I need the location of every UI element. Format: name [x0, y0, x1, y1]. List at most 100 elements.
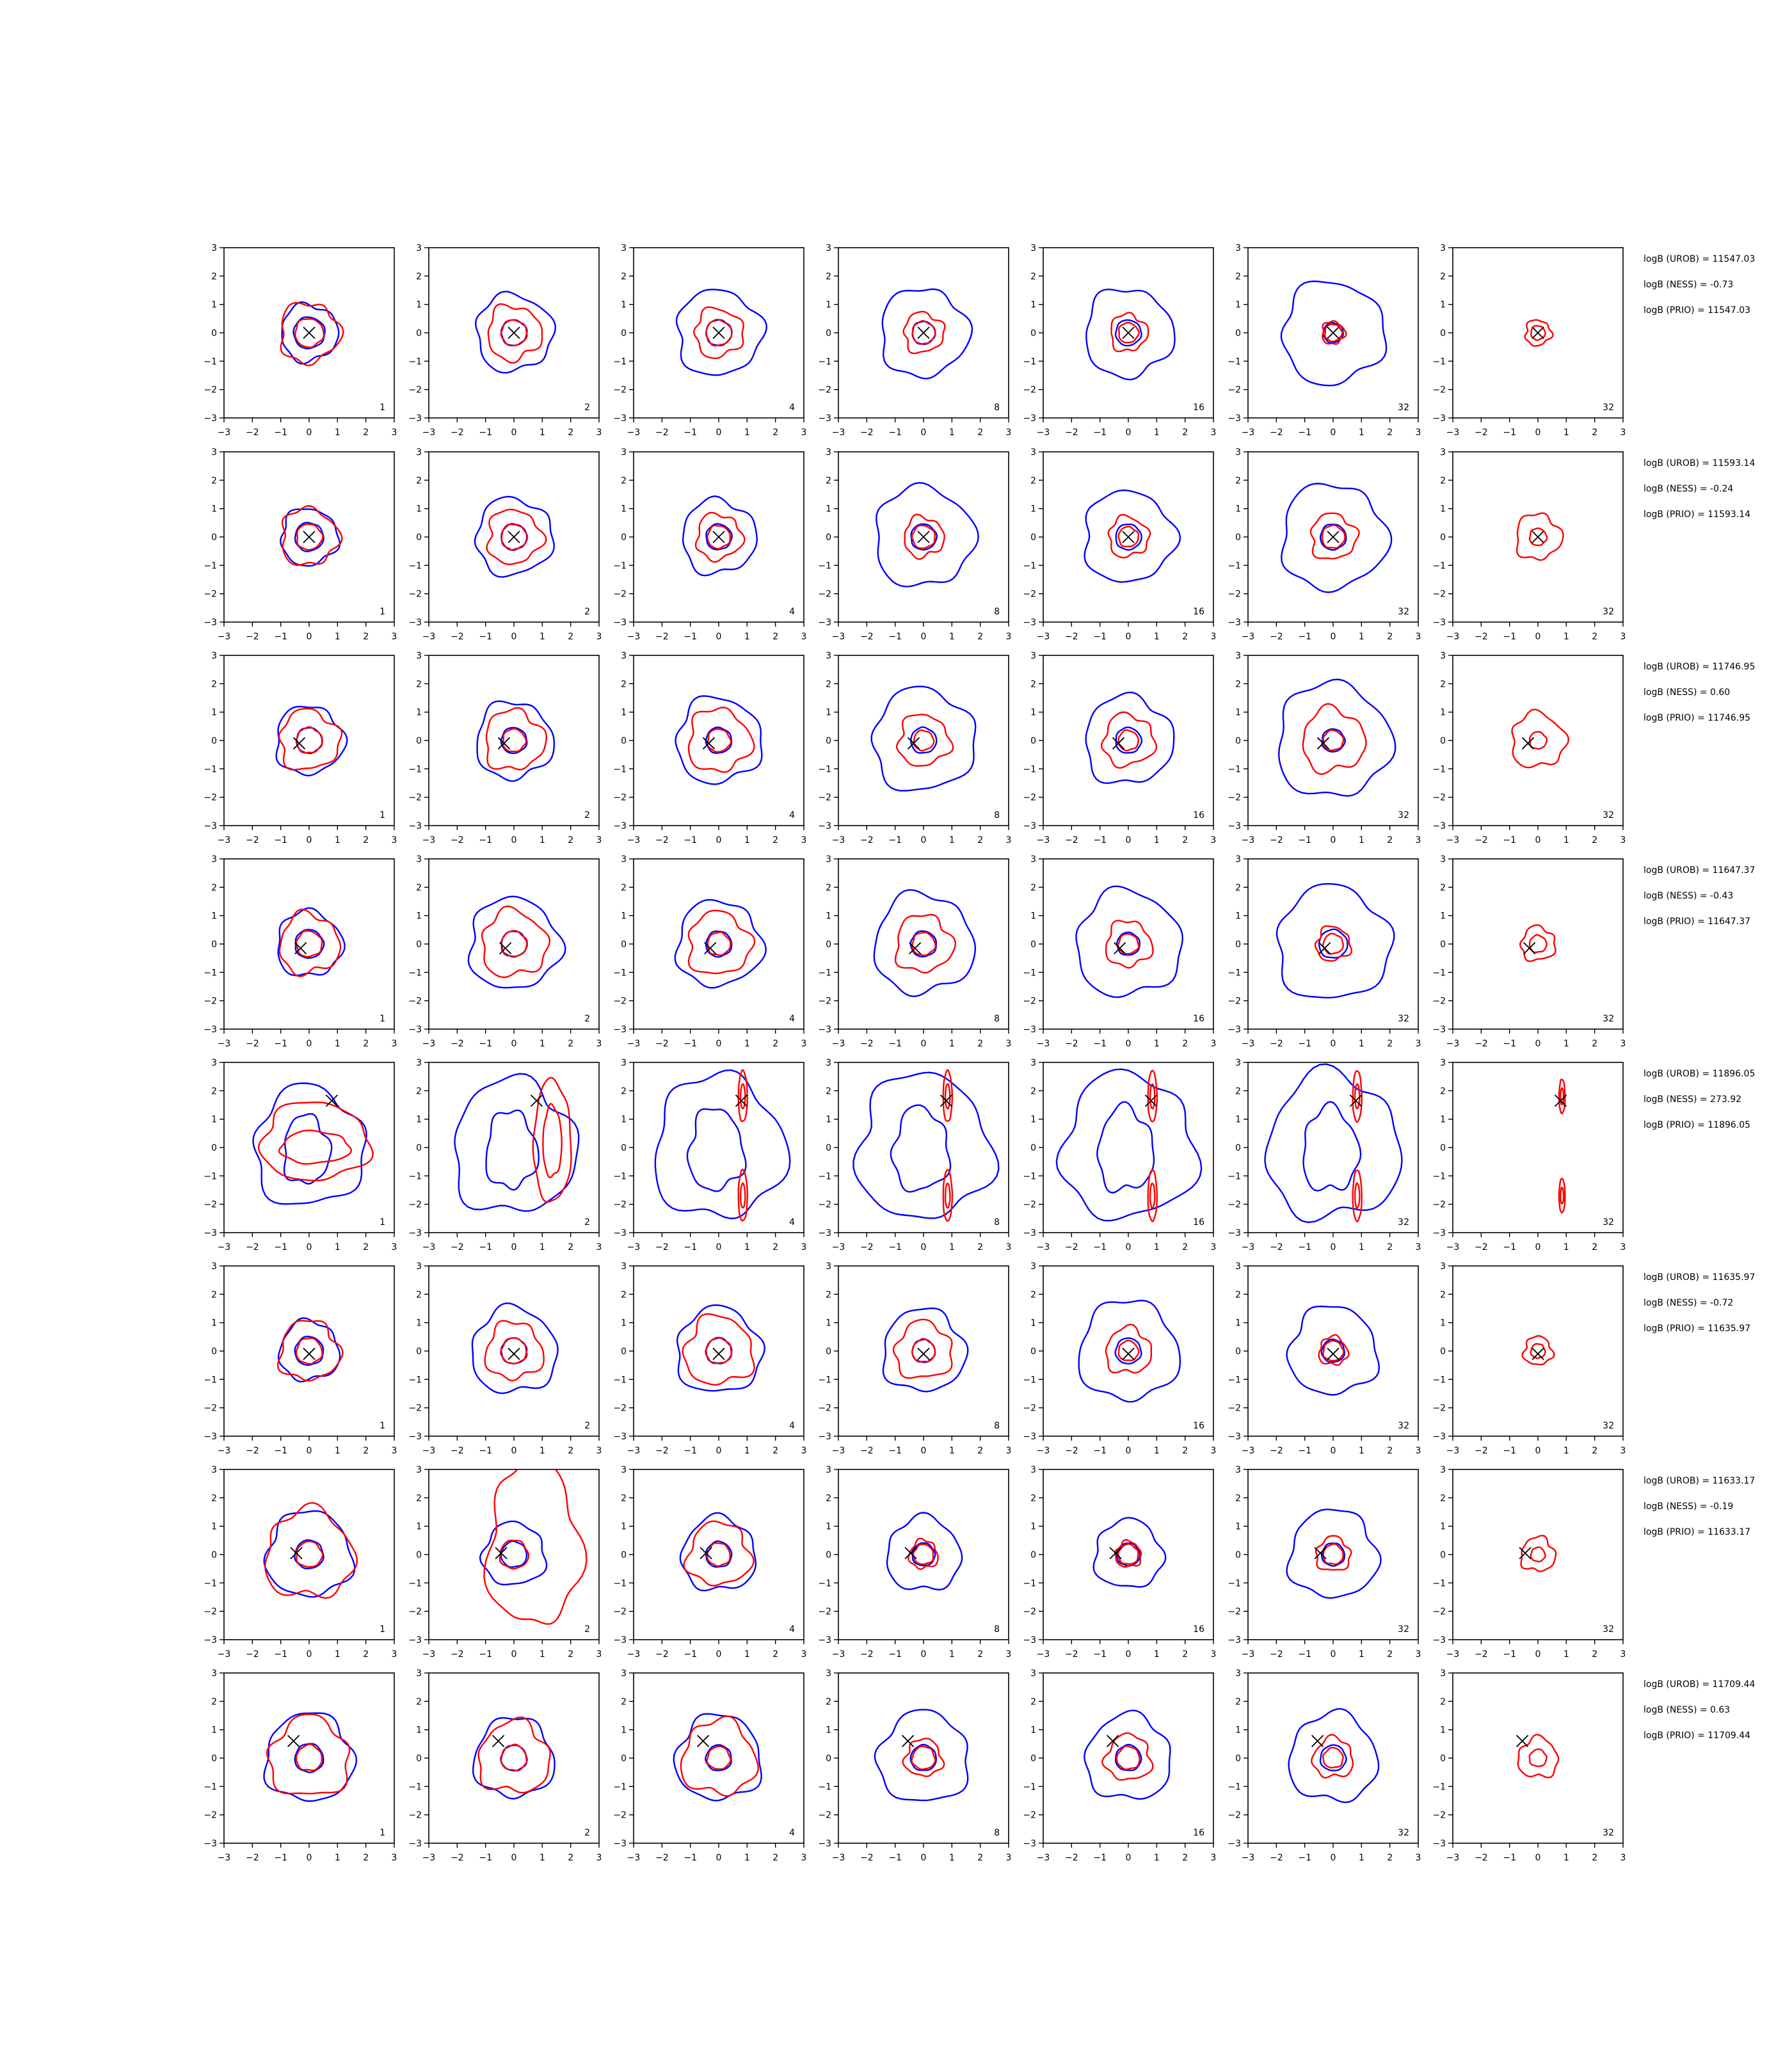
y-tick-label: 3: [1235, 1261, 1241, 1272]
x-tick-label: 1: [1154, 632, 1160, 642]
y-tick-label: 2: [1030, 883, 1036, 893]
panel-label: 2: [584, 403, 590, 413]
y-tick-label: −2: [1023, 589, 1036, 600]
y-tick-label: 1: [211, 300, 217, 310]
x-tick-label: −3: [218, 1242, 231, 1252]
axes-frame: [838, 1265, 1009, 1437]
row-annotation: logB (UROB) = 11746.95: [1644, 662, 1755, 672]
y-tick-label: 2: [1030, 1493, 1036, 1503]
x-tick-label: 0: [921, 1853, 927, 1863]
x-tick-label: 3: [596, 428, 602, 438]
x-tick-label: 3: [1006, 1242, 1012, 1252]
y-tick-label: −2: [1228, 996, 1241, 1007]
y-tick-label: −1: [1228, 1782, 1241, 1792]
x-tick-label: −1: [1298, 1853, 1311, 1863]
panel-label: 16: [1193, 1014, 1204, 1024]
blue-contour-outer: [281, 301, 340, 365]
plot-area: [1264, 1063, 1403, 1224]
red-contour-outer: [904, 513, 945, 560]
x-tick-label: 0: [716, 1446, 722, 1456]
y-tick-label: 2: [211, 883, 217, 893]
x-marker: [294, 942, 307, 955]
red-contour-outer: [1521, 1335, 1555, 1366]
subplot-r4-c5: −3−3 −2 −2 −1 −1 0 0 1 1 2 2 3 3 16: [1023, 854, 1216, 1049]
x-tick-label: 0: [1331, 1446, 1336, 1456]
y-tick-label: −3: [204, 821, 217, 831]
y-tick-label: 3: [621, 1058, 627, 1068]
y-tick-label: 1: [1030, 911, 1036, 922]
x-tick-label: 2: [568, 835, 573, 845]
x-tick-label: 2: [1182, 1446, 1188, 1456]
plot-area: [1288, 1708, 1380, 1804]
red-contour-outer: [693, 306, 745, 360]
panel-label: 32: [1398, 810, 1409, 820]
y-tick-label: 2: [1440, 679, 1446, 689]
x-tick-label: 1: [1154, 835, 1160, 845]
x-tick-label: 2: [363, 632, 369, 642]
y-tick-label: −1: [204, 1375, 217, 1385]
axes-frame: [1452, 858, 1624, 1030]
y-tick-label: −3: [408, 1635, 422, 1645]
y-tick-label: −2: [1432, 996, 1446, 1007]
x-tick-label: −3: [422, 428, 436, 438]
y-tick-label: −1: [1023, 356, 1036, 367]
y-tick-label: −2: [1023, 996, 1036, 1007]
red-contour-inner: [1530, 1546, 1546, 1563]
red-contour-outer: [484, 1320, 545, 1382]
x-marker: [508, 531, 520, 543]
plot-area: [1075, 885, 1184, 998]
x-tick-label: 0: [1331, 1039, 1336, 1049]
x-tick-label: −2: [1270, 1853, 1283, 1863]
red-contour-outer: [477, 1716, 551, 1794]
subplot-r2-c6: −3−3 −2 −2 −1 −1 0 0 1 1 2 2 3 3 32: [1228, 447, 1421, 642]
x-tick-label: 0: [1535, 835, 1541, 845]
x-tick-label: 0: [1535, 1853, 1541, 1863]
y-tick-label: 2: [826, 1290, 831, 1300]
y-tick-label: −1: [408, 1782, 422, 1792]
x-marker: [508, 1347, 520, 1361]
y-tick-label: 2: [1235, 883, 1241, 893]
x-tick-label: 0: [1126, 1039, 1132, 1049]
y-tick-label: 1: [1030, 300, 1036, 310]
y-tick-label: 1: [1440, 708, 1446, 718]
y-tick-label: 0: [621, 532, 627, 543]
row-annotation: logB (PRIO) = 11647.37: [1644, 916, 1750, 927]
row-annotation: logB (UROB) = 11635.97: [1644, 1272, 1755, 1283]
y-tick-label: 0: [211, 736, 217, 746]
x-tick-label: −3: [1242, 1446, 1255, 1456]
y-tick-label: 0: [1440, 1143, 1446, 1153]
y-tick-label: 3: [211, 651, 217, 661]
row-annotation: logB (UROB) = 11547.03: [1644, 254, 1755, 264]
x-tick-label: −3: [422, 1649, 436, 1660]
y-tick-label: −2: [204, 1811, 217, 1821]
y-tick-label: 0: [1440, 532, 1446, 543]
subplot-r7-c5: −3−3 −2 −2 −1 −1 0 0 1 1 2 2 3 3 16: [1023, 1465, 1216, 1660]
y-tick-label: 0: [1235, 1347, 1241, 1357]
y-tick-label: 0: [211, 532, 217, 543]
x-tick-label: 2: [1387, 1039, 1393, 1049]
x-tick-label: −3: [832, 1242, 845, 1252]
x-tick-label: −1: [274, 835, 287, 845]
plot-area: [1511, 708, 1570, 769]
x-tick-label: −1: [1093, 1853, 1107, 1863]
red-contour-inner: [1117, 525, 1139, 548]
y-tick-label: 3: [211, 1668, 217, 1679]
x-tick-label: −1: [888, 1649, 902, 1660]
x-tick-label: 1: [1154, 1039, 1160, 1049]
subplot-r7-c2: −3−3 −2 −2 −1 −1 0 0 1 1 2 2 3 3 2: [408, 1465, 602, 1660]
y-tick-label: 1: [826, 708, 831, 718]
plot-area: [1524, 319, 1554, 347]
panel-label: 8: [994, 1014, 1000, 1024]
x-tick-label: 2: [363, 428, 369, 438]
red-contour-outer: [1520, 1535, 1557, 1572]
subplot-r6-c3: −3−3 −2 −2 −1 −1 0 0 1 1 2 2 3 3 4: [613, 1261, 806, 1456]
x-tick-label: −3: [627, 1039, 641, 1049]
y-tick-label: 2: [1235, 271, 1241, 282]
x-tick-label: −1: [274, 1649, 287, 1660]
y-tick-label: 3: [621, 651, 627, 661]
x-tick-label: 3: [1211, 1242, 1217, 1252]
y-tick-label: −2: [1432, 1404, 1446, 1414]
x-tick-label: 0: [1535, 1242, 1541, 1252]
red-contour-inner: [1117, 1543, 1139, 1565]
